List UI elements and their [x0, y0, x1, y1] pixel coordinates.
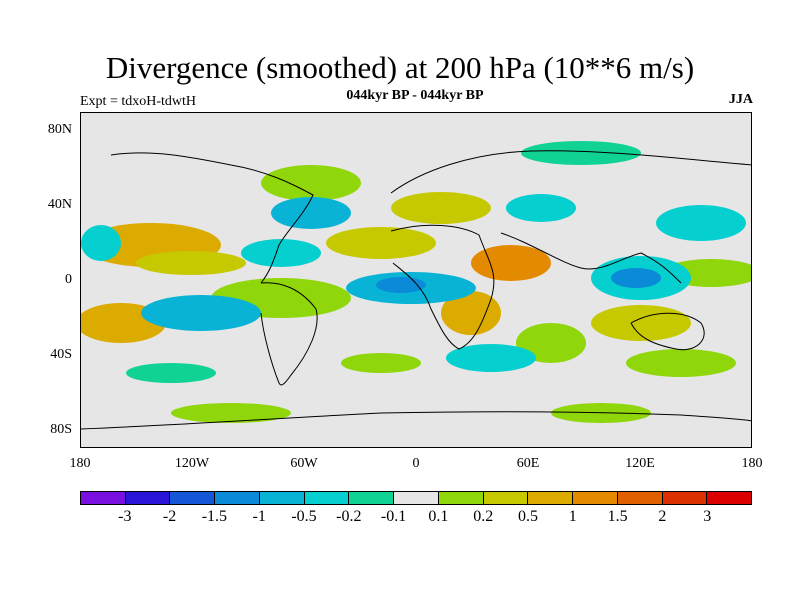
colorbar-label: -2	[162, 508, 177, 525]
colorbar-label: 0.1	[428, 508, 449, 525]
coastline-eurasia	[390, 150, 751, 194]
lon-label-120w: 120W	[174, 456, 210, 471]
colorbar-swatch	[483, 492, 529, 504]
colorbar-swatch	[707, 492, 752, 504]
coastline-africa	[390, 224, 495, 350]
colorbar-swatch	[528, 492, 574, 504]
lon-label-60w: 60W	[290, 456, 318, 471]
field-patch	[171, 403, 291, 423]
map-field	[81, 141, 751, 423]
lon-label-60e: 60E	[516, 456, 540, 471]
field-patch	[136, 251, 246, 275]
field-patch	[341, 353, 421, 373]
colorbar-label: 0.5	[518, 508, 538, 525]
coastline-australia	[630, 312, 705, 351]
colorbar-swatch	[215, 492, 260, 504]
field-patch	[141, 295, 261, 331]
colorbar-label: 1.5	[607, 508, 628, 525]
field-patch	[81, 225, 121, 261]
lat-label-0: 0	[65, 272, 72, 287]
coastline-antarctica	[81, 411, 751, 430]
colorbar-label: 2	[658, 508, 667, 525]
field-patch	[471, 245, 551, 281]
coastline-north-america	[110, 152, 314, 284]
field-patch	[441, 291, 501, 335]
colorbar	[80, 491, 752, 505]
experiment-label: Expt = tdxoH-tdwtH	[80, 94, 196, 109]
colorbar-swatch	[573, 492, 618, 504]
map-title: Divergence (smoothed) at 200 hPa (10**6 …	[105, 50, 695, 85]
colorbar-swatch	[662, 492, 708, 504]
colorbar-swatch	[81, 492, 126, 504]
coastline-south-america	[260, 282, 318, 386]
lat-label-40n: 40N	[47, 197, 72, 212]
colorbar-swatch	[438, 492, 484, 504]
field-patch	[516, 323, 586, 363]
colorbar-swatch	[304, 492, 350, 504]
colorbar-swatch	[349, 492, 395, 504]
divergence-map	[80, 112, 752, 448]
colorbar-swatch	[617, 492, 663, 504]
colorbar-swatch	[170, 492, 216, 504]
field-patch	[626, 349, 736, 377]
field-patch	[611, 268, 661, 288]
field-patch	[391, 192, 491, 224]
colorbar-label: -0.1	[380, 508, 407, 525]
field-patch	[521, 141, 641, 165]
lat-label-80s: 80S	[50, 422, 72, 437]
lon-label-180w: 180	[69, 456, 91, 471]
lon-label-0: 0	[412, 456, 420, 471]
field-patch	[656, 205, 746, 241]
lat-label-40s: 40S	[50, 347, 72, 362]
field-patch	[271, 197, 351, 229]
field-patch	[446, 344, 536, 372]
colorbar-label: 3	[703, 508, 712, 525]
field-patch	[241, 239, 321, 267]
field-patch	[326, 227, 436, 259]
lon-label-120e: 120E	[625, 456, 655, 471]
colorbar-label: -0.5	[291, 508, 317, 525]
field-patch	[126, 363, 216, 383]
field-patch	[506, 194, 576, 222]
colorbar-label: 0.2	[473, 508, 494, 525]
field-patch	[261, 165, 361, 201]
colorbar-swatch	[259, 492, 305, 504]
lon-label-180e: 180	[741, 456, 763, 471]
colorbar-label: -3	[118, 508, 132, 525]
map-subtitle: 044kyr BP - 044kyr BP	[346, 88, 484, 103]
colorbar-label: -1.5	[201, 508, 228, 525]
colorbar-label: -1	[252, 508, 266, 525]
colorbar-swatch	[125, 492, 171, 504]
coastline-asia-south	[500, 232, 682, 284]
season-label: JJA	[728, 92, 753, 107]
lat-label-80n: 80N	[47, 122, 72, 137]
colorbar-swatch	[394, 492, 439, 504]
coastlines	[81, 150, 751, 430]
colorbar-label: -0.2	[336, 508, 362, 525]
field-patch	[591, 305, 691, 341]
field-patch	[376, 277, 426, 293]
colorbar-label: 1	[568, 508, 577, 525]
